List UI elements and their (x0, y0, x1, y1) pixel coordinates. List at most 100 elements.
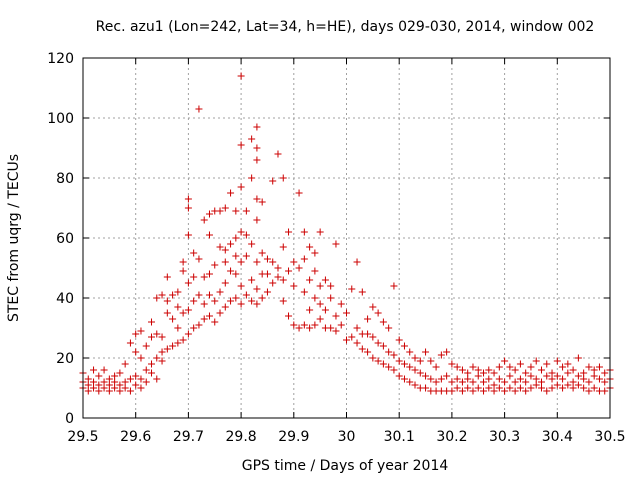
data-point (385, 348, 393, 356)
data-point (411, 381, 419, 389)
data-point (290, 282, 298, 290)
data-point (311, 321, 319, 329)
data-point (495, 363, 503, 371)
data-point (316, 228, 324, 236)
data-point (553, 381, 561, 389)
data-point (522, 387, 530, 395)
data-point (111, 378, 119, 386)
data-point (242, 231, 250, 239)
data-point (501, 387, 509, 395)
data-point (211, 261, 219, 269)
data-point (306, 324, 314, 332)
data-point (153, 354, 161, 362)
data-point (469, 387, 477, 395)
data-point (390, 351, 398, 359)
data-point (200, 300, 208, 308)
data-point (232, 270, 240, 278)
data-point (306, 276, 314, 284)
data-point (353, 324, 361, 332)
data-point (537, 384, 545, 392)
data-point (126, 375, 134, 383)
data-point (474, 372, 482, 380)
data-point (174, 324, 182, 332)
data-point (221, 279, 229, 287)
data-point (379, 360, 387, 368)
data-point (306, 243, 314, 251)
data-point (232, 252, 240, 260)
data-point (422, 348, 430, 356)
data-point (190, 324, 198, 332)
data-point (448, 360, 456, 368)
data-point (374, 309, 382, 317)
data-point (537, 378, 545, 386)
data-point (132, 330, 140, 338)
data-point (411, 366, 419, 374)
data-point (458, 378, 466, 386)
data-point (416, 357, 424, 365)
data-point (580, 384, 588, 392)
data-point (306, 306, 314, 314)
data-point (137, 384, 145, 392)
data-point (242, 207, 250, 215)
data-point (443, 348, 451, 356)
data-point (300, 321, 308, 329)
data-point (158, 291, 166, 299)
data-point (253, 300, 261, 308)
y-tick-label: 0 (65, 411, 74, 427)
data-point (485, 384, 493, 392)
data-point (126, 339, 134, 347)
data-point (279, 243, 287, 251)
data-point (227, 267, 235, 275)
data-point (90, 384, 98, 392)
data-point (253, 144, 261, 152)
data-point (142, 342, 150, 350)
data-point (553, 372, 561, 380)
data-point (290, 258, 298, 266)
data-point (564, 381, 572, 389)
data-point (95, 387, 103, 395)
data-point (237, 72, 245, 80)
data-point (169, 315, 177, 323)
x-tick-labels: 29.5 29.6 29.7 29.8 29.9 30 30.1 30.2 30.3 30.4 30… (67, 429, 625, 445)
data-point (216, 207, 224, 215)
chart-title: Rec. azu1 (Lon=242, Lat=34, h=HE), days … (96, 19, 595, 35)
data-point (379, 318, 387, 326)
data-point (395, 336, 403, 344)
data-point (595, 363, 603, 371)
data-point (148, 318, 156, 326)
data-point (90, 378, 98, 386)
data-point (590, 372, 598, 380)
data-point (169, 342, 177, 350)
data-point (559, 384, 567, 392)
data-point (464, 369, 472, 377)
data-point (564, 360, 572, 368)
data-point (195, 291, 203, 299)
data-point (458, 387, 466, 395)
data-point (559, 363, 567, 371)
data-point (374, 339, 382, 347)
data-point (469, 363, 477, 371)
data-point (574, 372, 582, 380)
data-point (495, 375, 503, 383)
data-point (532, 357, 540, 365)
data-point (353, 339, 361, 347)
x-tick-label: 29.8 (226, 429, 257, 445)
data-point (95, 372, 103, 380)
data-point (248, 174, 256, 182)
data-point (601, 369, 609, 377)
data-point (516, 360, 524, 368)
data-point (90, 366, 98, 374)
data-point (369, 354, 377, 362)
data-point (395, 357, 403, 365)
data-point (337, 321, 345, 329)
data-point (269, 177, 277, 185)
data-point (532, 375, 540, 383)
data-point (269, 279, 277, 287)
x-tick-label: 30.5 (594, 429, 625, 445)
data-point (564, 369, 572, 377)
data-point (116, 387, 124, 395)
data-point (585, 387, 593, 395)
data-point (237, 183, 245, 191)
data-point (95, 381, 103, 389)
data-point (406, 348, 414, 356)
